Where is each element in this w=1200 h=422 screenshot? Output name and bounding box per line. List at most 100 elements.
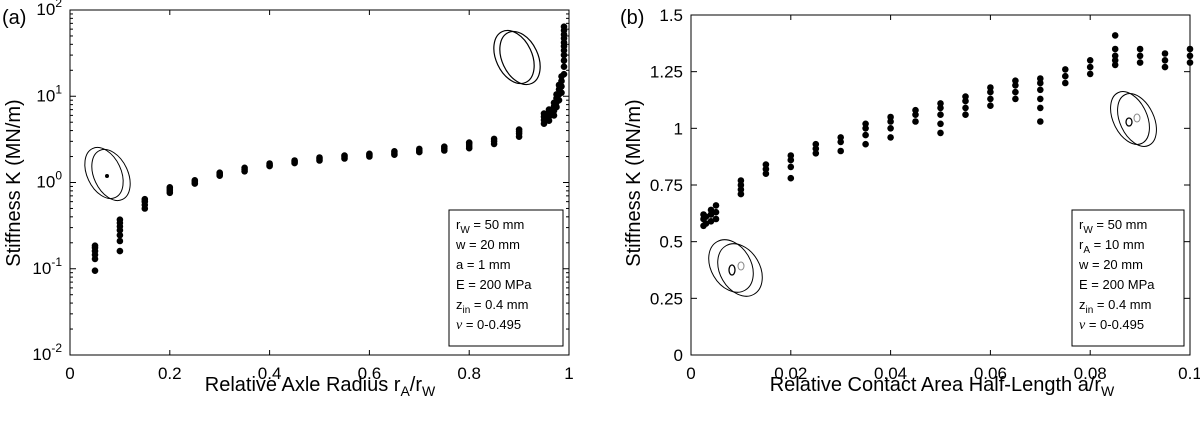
wheel-contact-icon-left [708, 239, 763, 297]
panel-a-xtick-label: 0.8 [457, 364, 481, 383]
panel-b-data-point [1186, 52, 1194, 60]
wheel-icon [84, 146, 131, 202]
panel-a-data-point [291, 157, 298, 164]
panel-a-ytick-label: 10-1 [32, 255, 62, 278]
panel-b: (b) 0 0.02 0.04 0.06 0.08 0.1 0 0.25 0.5 0.75 1 1.… [620, 6, 1200, 399]
panel-a-legend-line: E = 200 MPa [456, 277, 532, 292]
wheel-contact-icon-right [1110, 91, 1157, 147]
panel-b-legend-line: w = 20 mm [1078, 257, 1143, 272]
panel-a-ytick-label: 102 [36, 0, 62, 19]
panel-a-legend-line: rW = 50 mm [456, 217, 524, 236]
panel-b-ytick-label: 1 [674, 119, 683, 138]
panel-a-data-point [515, 126, 523, 133]
panel-b-ytick-label: 0.5 [659, 233, 683, 252]
panel-b-data-point [887, 125, 894, 132]
panel-b-data-point [707, 218, 715, 225]
panel-b-xtick-label: 0.1 [1178, 364, 1200, 383]
panel-b-data-point [1086, 70, 1094, 78]
panel-a-data-point [416, 145, 423, 153]
panel-b-label: (b) [620, 7, 644, 29]
panel-b-xlabel: Relative Contact Area Half-Length a/rW [770, 374, 1115, 399]
panel-b-ytick-label: 1.25 [650, 63, 683, 82]
panel-b-data-point [912, 118, 919, 125]
panel-a: (a) 0 0.2 0.4 0.6 0.8 1 10-2 10-1 100 101 102 rW … [2, 0, 574, 399]
panel-a-xtick-label: 0.6 [358, 364, 382, 383]
panel-b-y-ticks: 0 0.25 0.5 0.75 1 1.25 1.5 [650, 6, 1190, 365]
panel-a-data-point [550, 112, 558, 119]
panel-a-xlabel: Relative Axle Radius rA/rW [205, 374, 436, 399]
panel-b-data-point [962, 93, 969, 100]
panel-a-data-point [141, 195, 149, 203]
panel-b-data-point [937, 100, 944, 107]
panel-b-legend-line: rW = 50 mm [1079, 217, 1147, 236]
panel-b-data-point [862, 120, 869, 128]
panel-b-xtick-label: 0.04 [874, 364, 907, 383]
panel-b-data-point [1062, 66, 1069, 73]
panel-b-data-point [987, 95, 994, 103]
panel-a-legend-line: w = 20 mm [455, 237, 520, 252]
panel-a-data-point [560, 63, 568, 70]
panel-a-data-point [116, 216, 124, 223]
panel-b-data-point [707, 206, 715, 214]
panel-a-ytick-label: 10-2 [32, 341, 62, 364]
panel-b-ylabel: Stiffness K (MN/m) [623, 99, 645, 266]
panel-b-data-point [1186, 59, 1194, 66]
panel-b-data-point [1136, 59, 1144, 66]
panel-b-data-point [1037, 95, 1044, 103]
panel-a-data-point [366, 150, 373, 158]
panel-a-xtick-label: 0 [65, 364, 74, 383]
panel-b-data-point [787, 156, 795, 164]
panel-b-data-point [737, 190, 745, 198]
panel-a-data-point [560, 57, 568, 64]
panel-a-points [91, 23, 568, 275]
panel-b-data-point [787, 152, 795, 159]
panel-b-data-point [702, 213, 710, 220]
panel-b-data-point [1037, 104, 1044, 112]
panel-a-data-point [91, 242, 99, 249]
panel-b-data-point [1111, 32, 1119, 39]
panel-a-data-point [560, 51, 568, 59]
panel-a-y-ticks: 10-2 10-1 100 101 102 [32, 0, 569, 364]
panel-b-data-point [1012, 88, 1019, 96]
panel-a-data-point [490, 135, 498, 143]
panel-a-ytick-label: 101 [36, 82, 62, 105]
panel-b-data-point [962, 104, 969, 112]
panel-a-legend: rW = 50 mmw = 20 mm a = 1 mm E = 200 MPa zi… [455, 217, 532, 333]
panel-b-data-point [1012, 82, 1019, 89]
panel-b-data-point [962, 111, 969, 118]
panel-a-data-point [266, 160, 273, 167]
panel-b-data-point [812, 140, 820, 148]
panel-a-data-point [316, 154, 323, 161]
panel-a-data-point [465, 139, 473, 146]
panel-b-xtick-label: 0.08 [1074, 364, 1107, 383]
panel-a-data-point [116, 247, 124, 255]
panel-b-data-point [887, 113, 894, 121]
panel-a-x-ticks: 0 0.2 0.4 0.6 0.8 1 [65, 10, 574, 383]
panel-a-xtick-label: 0.4 [258, 364, 282, 383]
panel-b-data-point [1111, 52, 1119, 60]
ring-icon [493, 29, 541, 86]
panel-b-legend-line: E = 200 MPa [1079, 277, 1155, 292]
panel-b-data-point [862, 140, 869, 148]
panel-b-data-point [1086, 63, 1094, 71]
panel-a-data-point [560, 70, 568, 78]
panel-b-legend-line: rA = 10 mm [1079, 237, 1145, 256]
panel-b-data-point [1111, 61, 1119, 69]
panel-b-xtick-label: 0.02 [774, 364, 807, 383]
panel-b-data-point [937, 120, 944, 128]
panel-b-data-point [1062, 79, 1069, 87]
panel-a-data-point [91, 267, 99, 275]
panel-b-data-point [1161, 57, 1169, 64]
panel-a-xtick-label: 0.2 [158, 364, 182, 383]
panel-b-data-point [1136, 45, 1144, 53]
panel-b-data-point [912, 106, 919, 114]
panel-a-data-point [191, 177, 199, 184]
panel-b-data-point [1186, 45, 1194, 53]
panel-a-xtick-label: 1 [564, 364, 573, 383]
panel-a-ylabel: Stiffness K (MN/m) [3, 99, 25, 266]
panel-b-ytick-label: 0.75 [650, 176, 683, 195]
panel-a-data-point [241, 164, 248, 172]
panel-b-data-point [787, 163, 795, 171]
